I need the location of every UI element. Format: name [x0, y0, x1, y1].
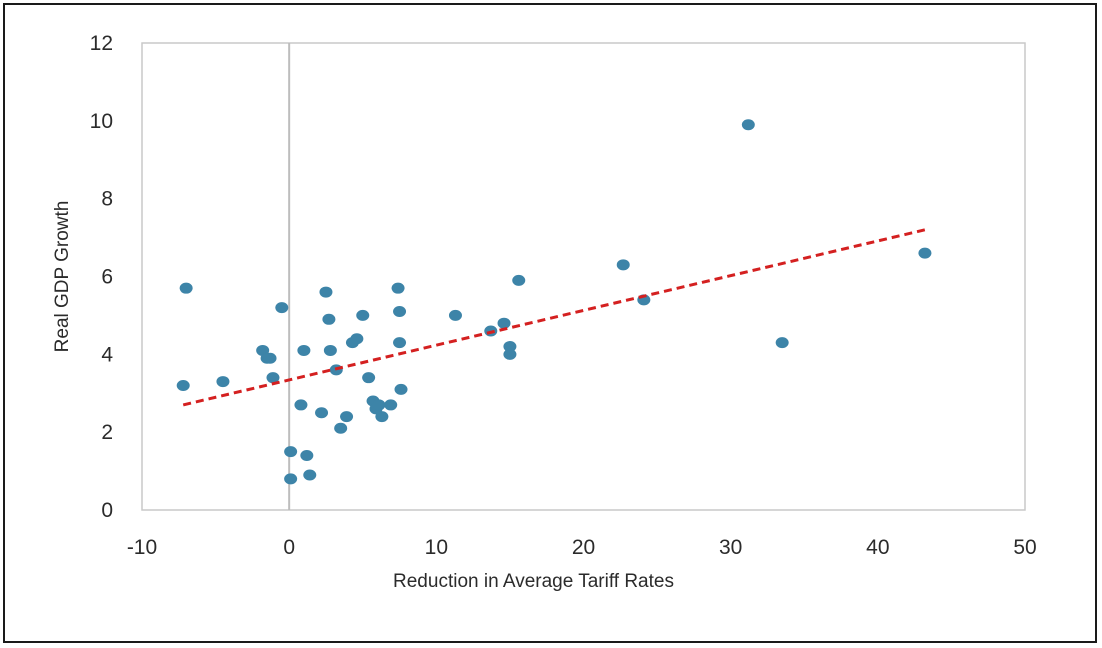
data-point [263, 352, 277, 364]
data-point [340, 411, 354, 423]
data-point [176, 379, 190, 391]
x-axis-title: Reduction in Average Tariff Rates [393, 571, 674, 592]
data-point [512, 274, 526, 286]
data-point [375, 411, 389, 423]
data-point [216, 376, 230, 388]
x-tick-label: 0 [283, 536, 295, 559]
x-axis-ticks: -10 0 10 20 30 40 50 [127, 536, 1037, 559]
data-point [391, 282, 405, 294]
data-point [356, 309, 370, 321]
data-point [616, 259, 630, 271]
x-tick-label: 10 [425, 536, 448, 559]
data-point [315, 407, 329, 419]
y-tick-label: 2 [101, 421, 113, 444]
data-point [384, 399, 398, 411]
data-points [176, 119, 932, 485]
y-tick-label: 8 [101, 188, 113, 211]
data-point [322, 313, 336, 325]
data-point [393, 306, 407, 318]
x-tick-label: 40 [866, 536, 889, 559]
data-point [741, 119, 755, 131]
y-axis-ticks: 0 2 4 6 8 10 12 [90, 32, 114, 522]
data-point [284, 446, 298, 458]
y-tick-label: 12 [90, 32, 113, 55]
data-point [775, 337, 789, 349]
x-tick-label: 30 [719, 536, 742, 559]
data-point [393, 337, 407, 349]
trend-line-group [182, 228, 926, 407]
data-point [334, 422, 348, 434]
data-point [266, 372, 280, 384]
x-tick-label: 20 [572, 536, 595, 559]
data-point [275, 302, 289, 314]
data-point [300, 450, 314, 462]
trend-line [182, 228, 926, 407]
data-point [497, 317, 511, 329]
x-tick-label: 50 [1013, 536, 1036, 559]
data-point [448, 309, 462, 321]
y-axis-title: Real GDP Growth [52, 201, 73, 353]
data-point [179, 282, 193, 294]
x-tick-label: -10 [127, 536, 157, 559]
y-tick-label: 6 [101, 266, 113, 289]
y-tick-label: 0 [101, 499, 113, 522]
y-tick-label: 4 [101, 343, 113, 366]
data-point [362, 372, 376, 384]
data-point [294, 399, 308, 411]
data-point [503, 341, 517, 353]
plot-border [141, 42, 1026, 511]
data-point [372, 399, 386, 411]
data-point [284, 473, 298, 485]
data-point [303, 469, 317, 481]
chart-frame [3, 3, 1097, 643]
data-point [319, 286, 333, 298]
data-point [350, 333, 364, 345]
data-point [394, 383, 408, 395]
y-tick-label: 10 [90, 110, 113, 133]
data-point [503, 348, 517, 360]
data-point [918, 247, 932, 259]
data-point [323, 344, 337, 356]
data-point [297, 344, 311, 356]
plot-area [141, 42, 1026, 511]
